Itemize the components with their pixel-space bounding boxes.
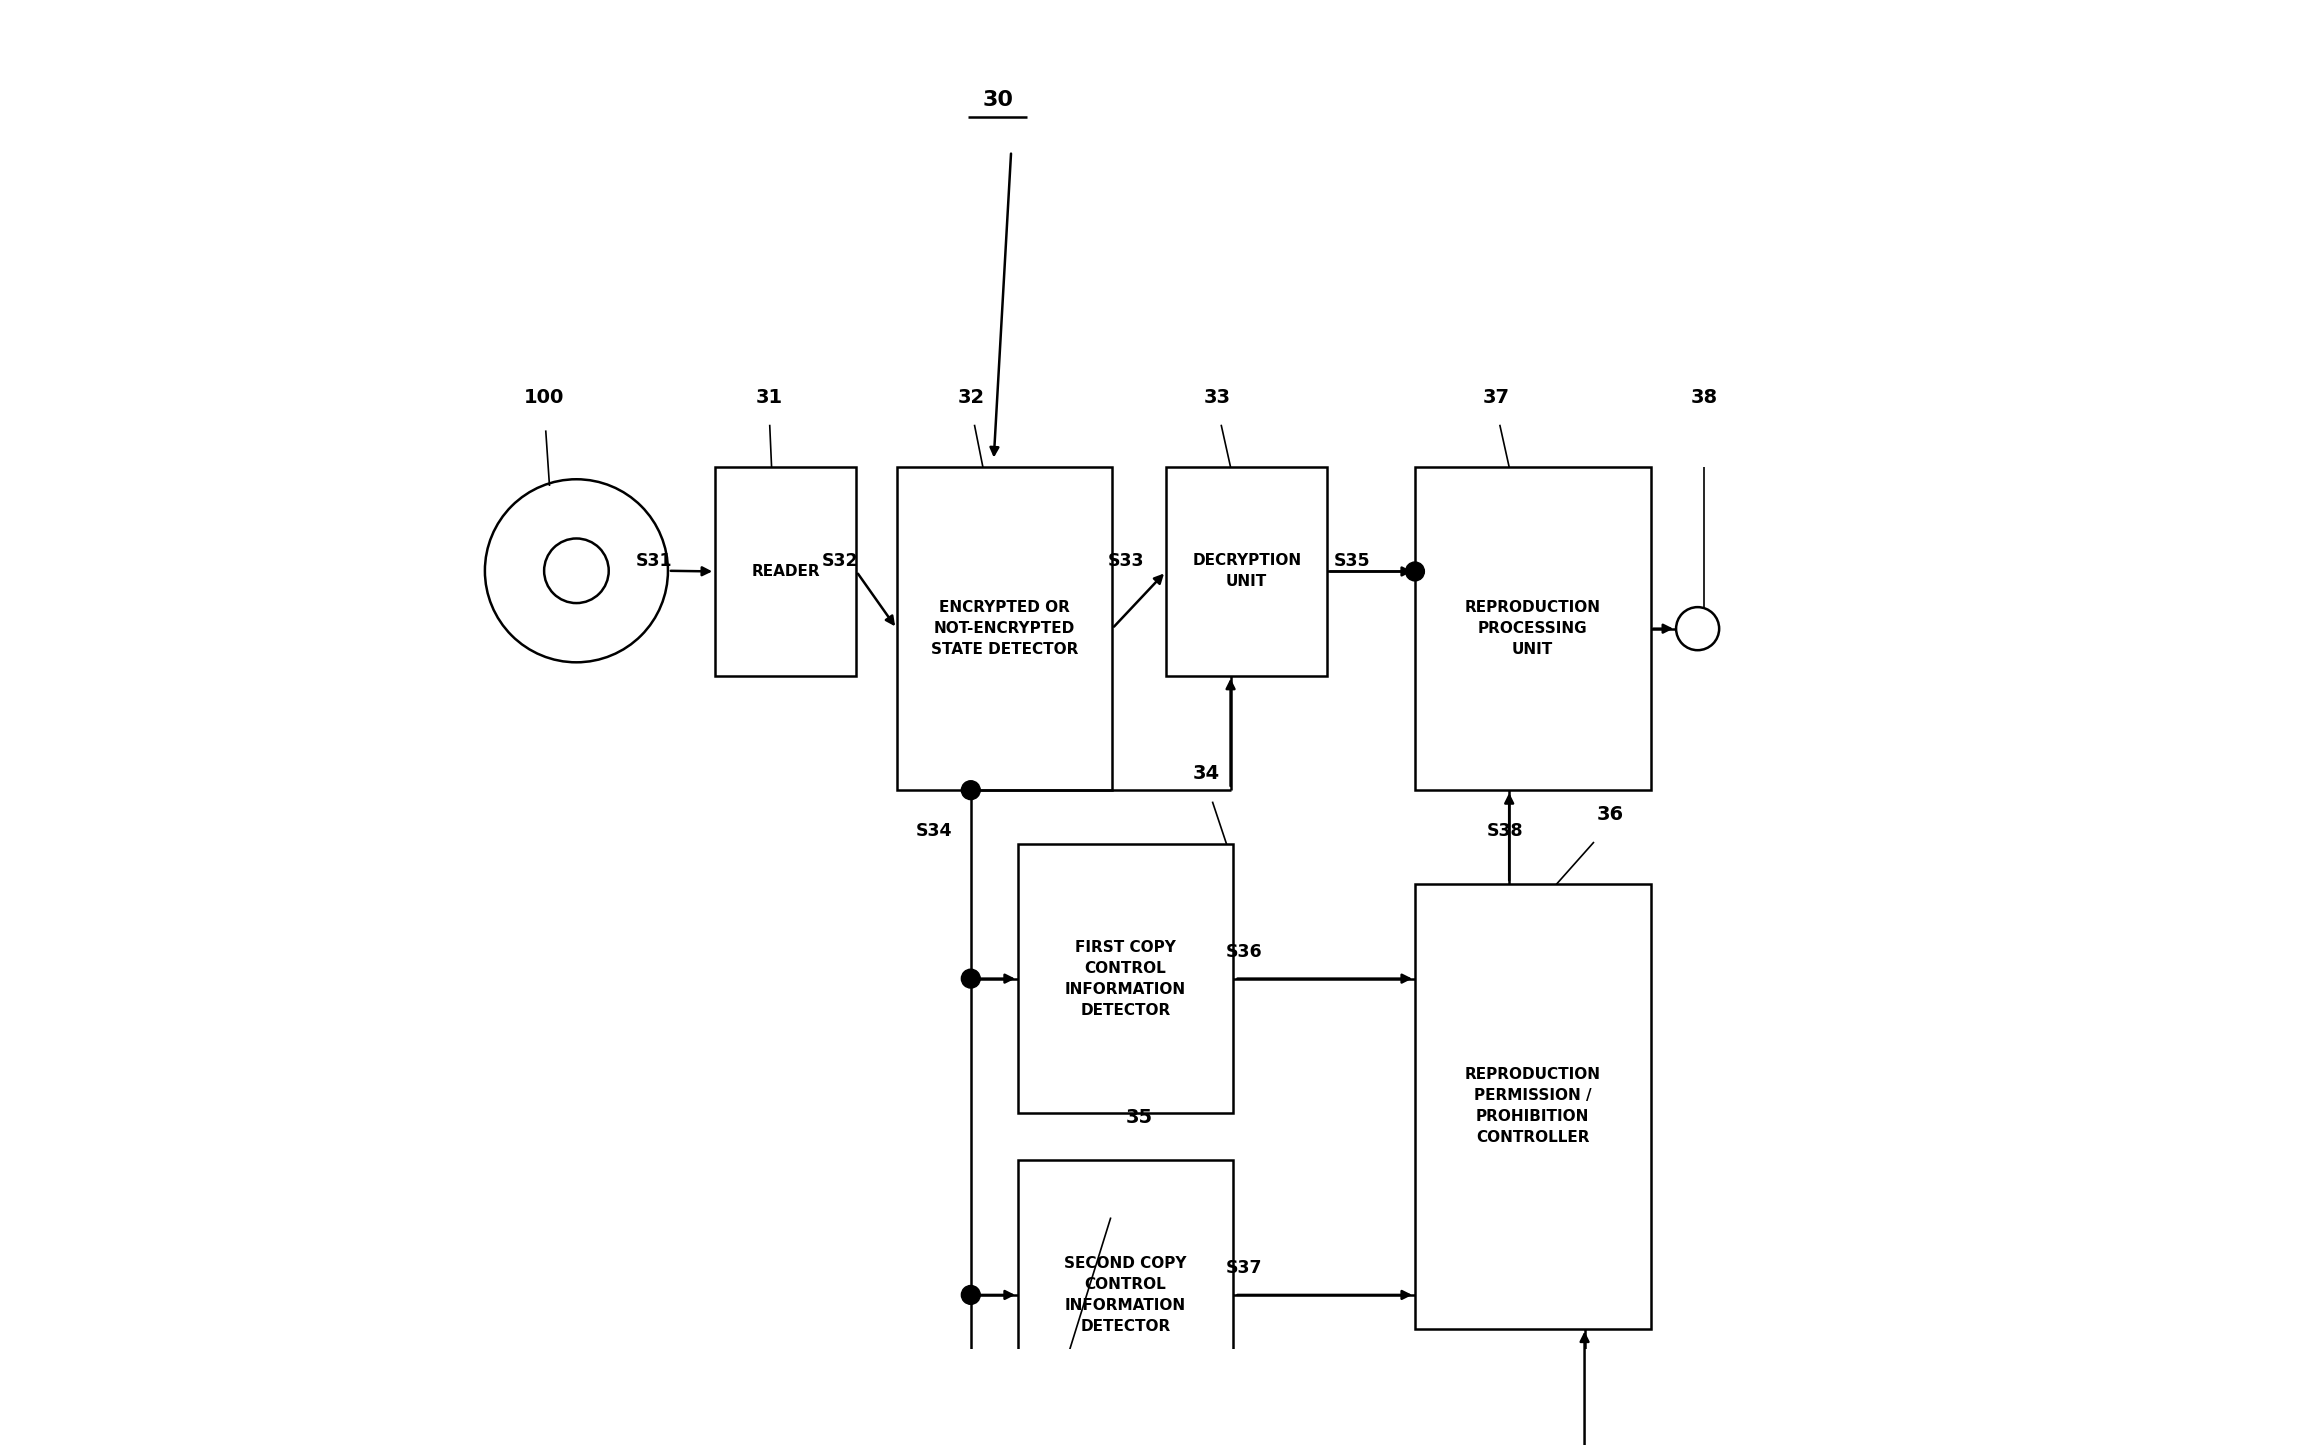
Text: S35: S35 <box>1332 552 1369 571</box>
Bar <box>1019 1160 1233 1429</box>
Text: S37: S37 <box>1226 1259 1263 1277</box>
Text: 100: 100 <box>523 387 565 406</box>
Text: SECOND COPY
CONTROL
INFORMATION
DETECTOR: SECOND COPY CONTROL INFORMATION DETECTOR <box>1065 1256 1187 1334</box>
Text: 33: 33 <box>1203 387 1231 406</box>
Text: 30: 30 <box>982 91 1014 110</box>
Circle shape <box>1406 562 1424 581</box>
Text: S31: S31 <box>636 552 673 571</box>
Text: S38: S38 <box>1487 822 1524 840</box>
Circle shape <box>961 780 980 799</box>
Bar <box>1019 844 1233 1113</box>
Text: 31: 31 <box>756 387 781 406</box>
Text: S33: S33 <box>1106 552 1143 571</box>
Circle shape <box>961 970 980 988</box>
Text: FIRST COPY
CONTROL
INFORMATION
DETECTOR: FIRST COPY CONTROL INFORMATION DETECTOR <box>1065 939 1187 1017</box>
Bar <box>1166 467 1328 676</box>
Text: ENCRYPTED OR
NOT-ENCRYPTED
STATE DETECTOR: ENCRYPTED OR NOT-ENCRYPTED STATE DETECTO… <box>931 600 1079 657</box>
Text: S34: S34 <box>915 822 952 840</box>
Text: S36: S36 <box>1226 942 1263 961</box>
Text: 35: 35 <box>1125 1108 1152 1127</box>
Bar <box>715 467 857 676</box>
Text: REPRODUCTION
PROCESSING
UNIT: REPRODUCTION PROCESSING UNIT <box>1464 600 1600 657</box>
Text: 34: 34 <box>1192 764 1219 783</box>
Text: REPRODUCTION
PERMISSION /
PROHIBITION
CONTROLLER: REPRODUCTION PERMISSION / PROHIBITION CO… <box>1464 1068 1600 1146</box>
Bar <box>897 467 1111 790</box>
Text: READER: READER <box>751 564 821 579</box>
Circle shape <box>961 1286 980 1305</box>
Text: DECRYPTION
UNIT: DECRYPTION UNIT <box>1192 553 1302 590</box>
Text: 38: 38 <box>1692 387 1717 406</box>
Text: 37: 37 <box>1482 387 1510 406</box>
Text: 36: 36 <box>1597 805 1623 824</box>
Text: S32: S32 <box>823 552 857 571</box>
Bar <box>1415 467 1650 790</box>
Text: 32: 32 <box>957 387 984 406</box>
Bar <box>1415 884 1650 1328</box>
